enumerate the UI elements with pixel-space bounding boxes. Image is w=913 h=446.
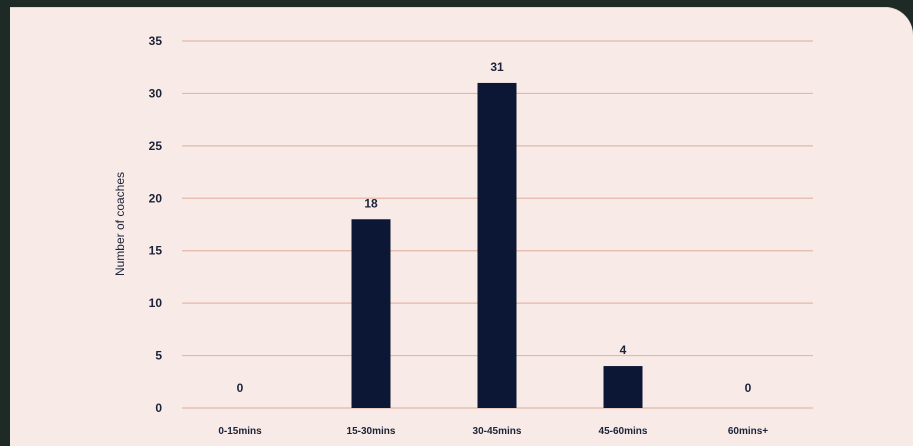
data-label-15-30mins: 18 (364, 196, 378, 210)
y-tick-label-10: 10 (149, 296, 163, 310)
y-tick-label-5: 5 (155, 349, 162, 363)
bars (351, 82, 643, 408)
y-axis-title: Number of coaches (113, 172, 127, 276)
data-label-30-45mins: 31 (490, 60, 504, 74)
category-label-30-45mins: 30-45mins (473, 426, 522, 437)
y-tick-label-20: 20 (149, 191, 163, 205)
x-axis-categories: 0-15mins 15-30mins 30-45mins 45-60mins 60min… (218, 426, 768, 437)
chart-panel (10, 7, 913, 446)
category-label-60mins+: 60mins+ (728, 426, 768, 437)
y-tick-label-30: 30 (149, 86, 163, 100)
data-label-60mins+: 0 (745, 381, 752, 395)
data-label-45-60mins: 4 (620, 343, 627, 357)
data-labels: 0 18 31 4 0 (237, 60, 752, 395)
bar-45-60mins (603, 366, 643, 408)
bar-30-45mins (477, 82, 517, 408)
y-tick-label-35: 35 (149, 34, 163, 48)
category-label-15-30mins: 15-30mins (347, 426, 396, 437)
category-label-45-60mins: 45-60mins (599, 426, 648, 437)
bar-15-30mins (351, 219, 391, 408)
category-label-0-15mins: 0-15mins (218, 426, 262, 437)
y-tick-label-0: 0 (155, 401, 162, 415)
y-axis-ticks: 0 5 10 15 20 25 30 35 (149, 34, 163, 415)
data-label-0-15mins: 0 (237, 381, 244, 395)
y-tick-label-15: 15 (149, 244, 163, 258)
y-tick-label-25: 25 (149, 139, 163, 153)
